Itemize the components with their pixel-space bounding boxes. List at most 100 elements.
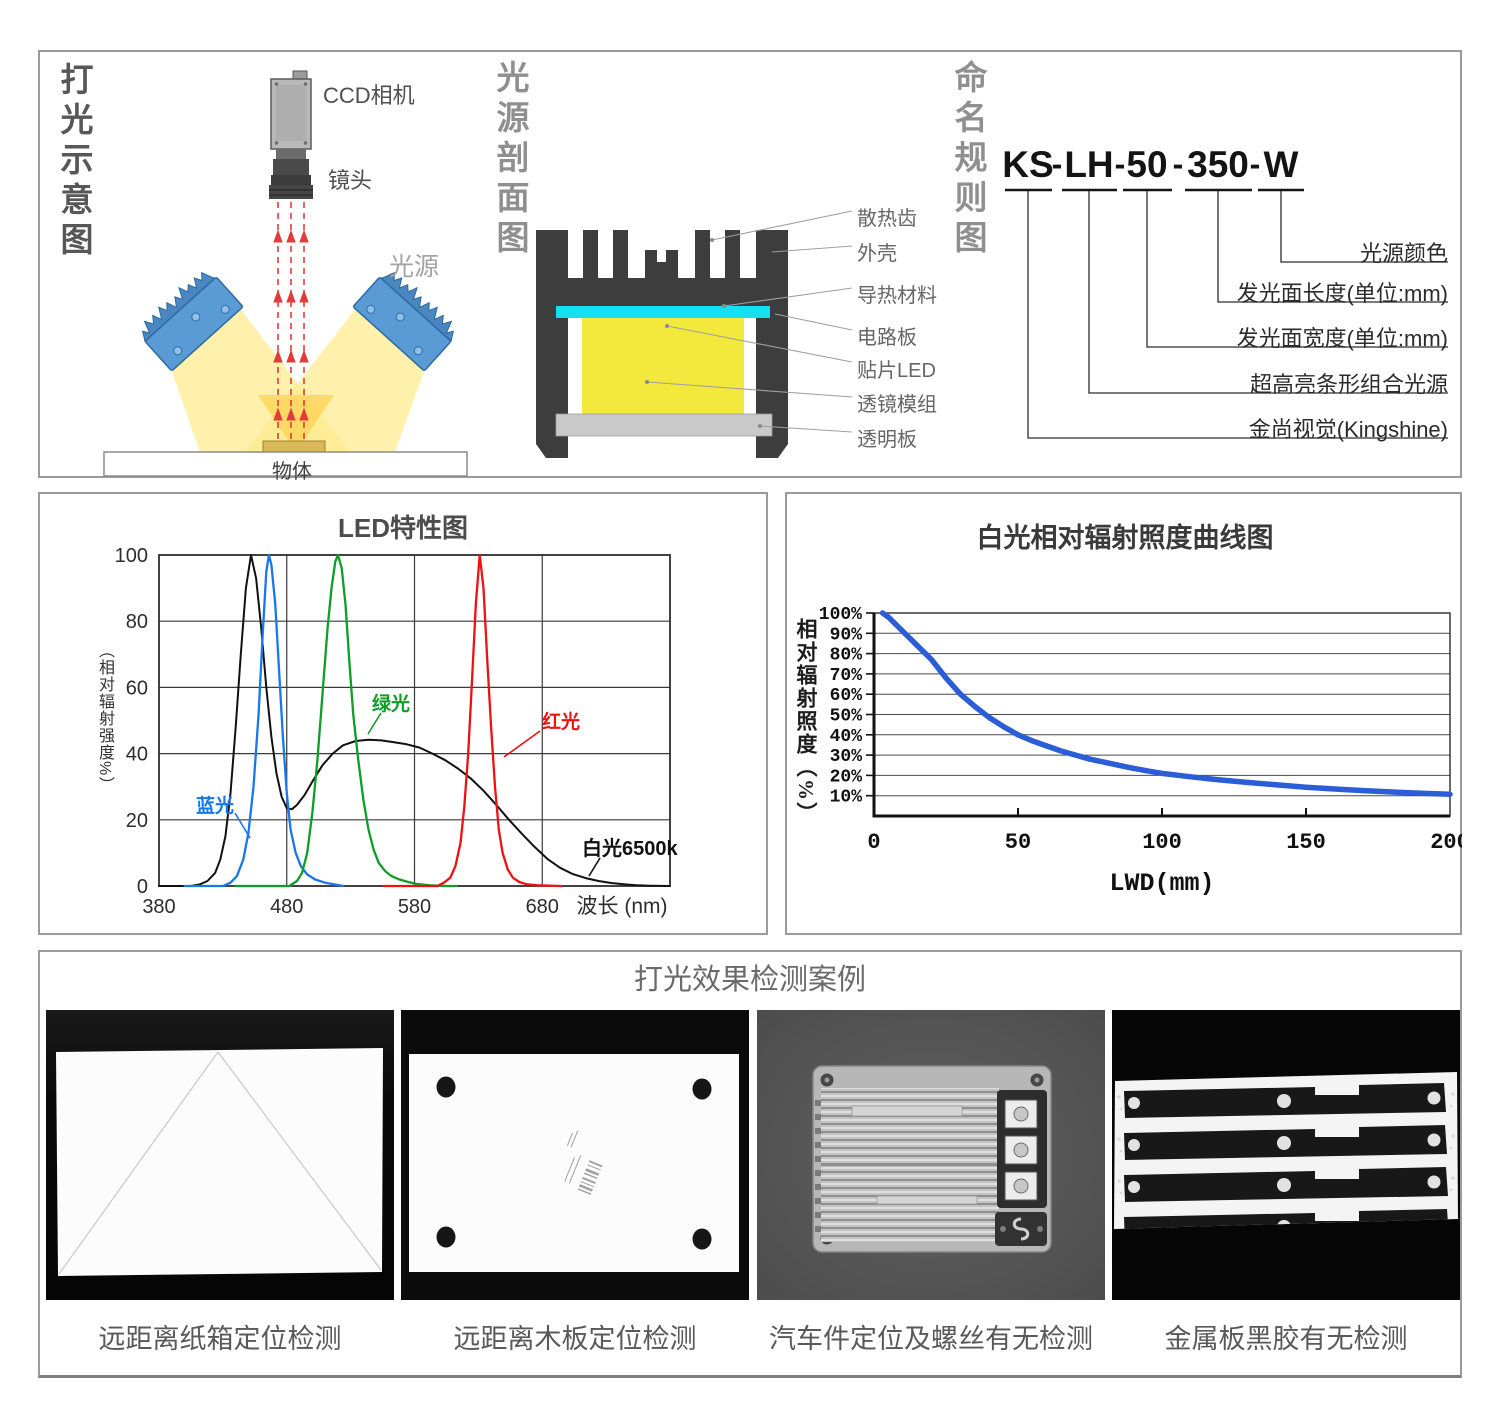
- lwd-plot-area: 10%20%30%40%50%60%70%80%90%100% 0 50 100 150…: [819, 605, 1462, 855]
- cs-label-thermal-material: 导热材料: [857, 285, 937, 307]
- naming-label-width: 发光面宽度(单位:mm): [1236, 326, 1448, 351]
- led-characteristics-chart: 380 480 580 680 0 20 40 60 80 100 波长 (nm) 蓝光 绿光 红…: [115, 545, 679, 918]
- ccd-camera-label: CCD相机: [323, 83, 415, 108]
- object-drawing: [262, 440, 326, 453]
- svg-text:50: 50: [1005, 830, 1031, 855]
- naming-label-color: 光源颜色: [1359, 241, 1448, 266]
- table-drawing: [103, 451, 468, 477]
- housing-plate: [536, 278, 788, 308]
- model-segment-w: W: [1264, 144, 1299, 185]
- cs-label-smd-led: 贴片LED: [857, 360, 936, 382]
- schematic-panel-title: 打光示意图: [56, 62, 93, 262]
- light-path-arrows: [273, 202, 309, 448]
- model-separator: -: [1115, 146, 1126, 182]
- svg-text:40: 40: [126, 744, 148, 766]
- cross-section-leader-lines: [646, 210, 853, 433]
- white-irradiance-chart: 10%20%30%40%50%60%70%80%90%100% 0 50 100 150…: [819, 605, 1462, 898]
- svg-text:480: 480: [270, 896, 303, 918]
- svg-text:70%: 70%: [830, 666, 863, 686]
- case-caption-board: 远距离木板定位检测: [453, 1324, 697, 1354]
- cs-label-shell: 外壳: [857, 243, 897, 265]
- model-separator: -: [1173, 146, 1184, 182]
- naming-label-length: 发光面长度(单位:mm): [1236, 281, 1448, 306]
- led-plot-area: 380 480 580 680 0 20 40 60 80 100: [115, 545, 671, 918]
- lwd-chart-panel: [785, 492, 1462, 935]
- lwd-chart-ylabel: 相对辐射照度（%）: [794, 618, 818, 825]
- lens-label: 镜头: [328, 168, 373, 193]
- cross-section-drawing: [536, 210, 853, 458]
- svg-text:20: 20: [126, 810, 148, 832]
- light-source-label: 光源: [389, 253, 440, 281]
- svg-text:80: 80: [126, 611, 148, 633]
- led-chart-xlabel: 波长 (nm): [577, 895, 668, 918]
- naming-connector-lines: [1027, 191, 1448, 439]
- leader-dots: [645, 238, 762, 428]
- case-image-carton: [46, 1010, 394, 1300]
- case-image-auto-part: [757, 1010, 1105, 1300]
- camera-mount: [276, 149, 306, 159]
- svg-text:60%: 60%: [830, 686, 863, 706]
- model-segment-350: 350: [1187, 144, 1249, 185]
- case-caption-carton: 远距离纸箱定位检测: [98, 1324, 342, 1354]
- ccd-camera-drawing: [269, 70, 313, 199]
- svg-text:30%: 30%: [830, 747, 863, 767]
- cs-label-clear-plate: 透明板: [857, 429, 917, 451]
- lens-module-drawing: [582, 318, 744, 414]
- model-segment-50: 50: [1126, 144, 1167, 185]
- naming-label-brand: 金尚视觉(Kingshine): [1248, 417, 1448, 442]
- svg-text:680: 680: [526, 896, 559, 918]
- svg-text:60: 60: [126, 677, 148, 699]
- camera-lens-drawing: [269, 159, 313, 199]
- legend-blue-light: 蓝光: [196, 794, 234, 817]
- svg-text:10%: 10%: [830, 788, 863, 808]
- case-caption-auto-part: 汽车件定位及螺丝有无检测: [769, 1324, 1093, 1354]
- circuit-board-drawing: [556, 306, 770, 318]
- cs-label-circuit-board: 电路板: [857, 327, 917, 349]
- naming-panel-title: 命名规则图: [950, 60, 987, 260]
- svg-text:0: 0: [137, 876, 148, 898]
- model-separator: -: [1052, 146, 1063, 182]
- case-caption-metal-plate: 金属板黑胶有无检测: [1164, 1324, 1408, 1354]
- clear-plate-drawing: [555, 413, 773, 437]
- lwd-chart-title: 白光相对辐射照度曲线图: [976, 523, 1274, 553]
- light-fixture-left: [141, 271, 243, 371]
- svg-text:20%: 20%: [830, 767, 863, 787]
- svg-text:40%: 40%: [830, 727, 863, 747]
- cross-section-panel-title: 光源剖面图: [492, 60, 529, 260]
- svg-text:150: 150: [1286, 830, 1326, 855]
- legend-green-light: 绿光: [372, 692, 410, 715]
- legend-red-light: 红光: [542, 710, 580, 733]
- naming-diagram: KS - LH - 50 - 350 - W: [1002, 144, 1448, 439]
- barcode-mark: [564, 1130, 603, 1195]
- svg-text:100%: 100%: [819, 605, 862, 625]
- light-beam-overlap: [258, 395, 334, 452]
- top-diagrams-graphic: KS - LH - 50 - 350 - W: [103, 70, 1448, 477]
- cs-label-heatsink-teeth: 散热齿: [857, 208, 917, 230]
- svg-text:380: 380: [142, 896, 175, 918]
- svg-text:200: 200: [1430, 830, 1462, 855]
- led-chart-title: LED特性图: [337, 513, 468, 543]
- svg-text:580: 580: [398, 896, 431, 918]
- legend-white-light: 白光6500k: [582, 836, 678, 860]
- svg-text:50%: 50%: [830, 707, 863, 727]
- svg-text:0: 0: [867, 830, 880, 855]
- svg-text:100: 100: [115, 545, 148, 567]
- svg-text:80%: 80%: [830, 646, 863, 666]
- model-segment-ks: KS: [1002, 144, 1053, 185]
- naming-label-type: 超高亮条形组合光源: [1249, 372, 1448, 397]
- svg-text:90%: 90%: [830, 625, 863, 645]
- model-segment-lh: LH: [1064, 144, 1113, 185]
- light-fixture-body: [145, 277, 243, 371]
- object-label: 物体: [272, 461, 312, 483]
- light-fixture-body: [353, 277, 451, 371]
- lwd-chart-xlabel: LWD(mm): [1109, 869, 1214, 898]
- led-annotations: 蓝光 绿光 红光 白光6500k: [196, 692, 678, 877]
- led-chart-ylabel: （相对辐射强度%）: [96, 642, 113, 794]
- model-separator: -: [1250, 146, 1261, 182]
- case-image-board: [401, 1010, 749, 1300]
- cs-label-lens-module: 透镜模组: [857, 394, 937, 416]
- cases-title: 打光效果检测案例: [633, 964, 866, 996]
- svg-text:100: 100: [1142, 830, 1182, 855]
- case-image-metal-plate: [1112, 1010, 1460, 1300]
